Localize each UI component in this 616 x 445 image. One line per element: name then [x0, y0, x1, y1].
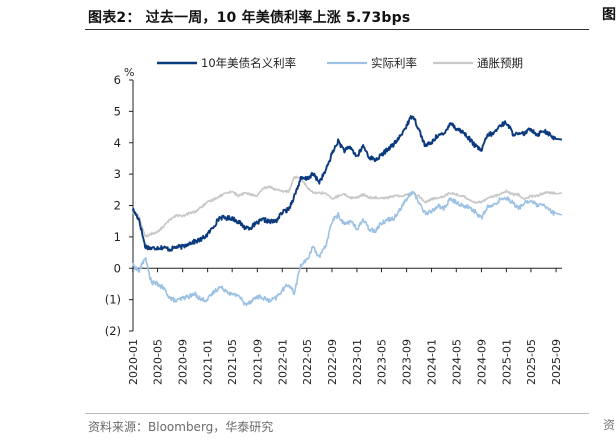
y-tick-label: 5	[114, 104, 121, 118]
series-line-breakeven-inflation	[132, 175, 563, 238]
source-note: 资料来源：Bloomberg，华泰研究	[88, 420, 274, 434]
x-tick-label: 2025-09	[550, 339, 563, 385]
x-tick-label: 2022-01	[276, 339, 289, 385]
x-tick-label: 2025-05	[525, 339, 538, 385]
legend-label-nominal-yield: 10年美债名义利率	[201, 56, 296, 70]
x-tick-label: 2021-01	[202, 339, 215, 385]
series-line-real-yield	[132, 190, 563, 307]
footer-divider	[85, 413, 589, 414]
figure-title: 图表2： 过去一周，10 年美债利率上涨 5.73bps	[88, 10, 411, 26]
legend-label-real-yield: 实际利率	[371, 56, 417, 70]
chart-axes: 6 5 4 3 2 1 0 (1) (2)% 2020-01 2020-05 2020-09 2021-…	[105, 66, 563, 385]
x-tick-label: 2024-09	[475, 339, 488, 385]
legend-label-breakeven-inflation: 通胀预期	[477, 56, 523, 70]
x-tick-label: 2022-05	[301, 339, 314, 385]
y-tick-label: (1)	[105, 293, 121, 307]
x-tick-label: 2023-01	[351, 339, 364, 385]
x-tick-label: 2024-05	[450, 339, 463, 385]
chart-legend: 10年美债名义利率 实际利率 通胀预期	[157, 56, 523, 70]
x-tick-label: 2020-01	[127, 339, 140, 385]
adjacent-figure-title-fragment: 图	[602, 7, 616, 23]
title-divider	[85, 29, 589, 30]
x-tick-label: 2021-05	[226, 339, 239, 385]
y-tick-label: 4	[114, 136, 121, 150]
x-tick-label: 2020-05	[152, 339, 165, 385]
y-tick-label: 0	[114, 261, 121, 275]
y-tick-label: 2	[114, 199, 121, 213]
x-tick-label: 2025-01	[500, 339, 513, 385]
y-tick-label: (2)	[105, 324, 121, 338]
x-tick-label: 2022-09	[326, 339, 339, 385]
line-chart: 10年美债名义利率 实际利率 通胀预期 6 5 4 3 2 1 0 (1) (2)% 2020-01 2…	[105, 56, 563, 385]
y-tick-label: 3	[114, 167, 121, 181]
y-tick-label: 6	[114, 73, 121, 87]
y-tick-label: 1	[114, 230, 121, 244]
x-tick-label: 2024-01	[426, 339, 439, 385]
chart-series	[131, 115, 563, 307]
y-unit-label: %	[124, 66, 134, 79]
x-tick-label: 2021-09	[251, 339, 264, 385]
adjacent-source-fragment: 资	[603, 418, 616, 432]
x-tick-label: 2020-09	[177, 339, 190, 385]
series-line-nominal-yield	[131, 115, 563, 252]
x-tick-label: 2023-05	[375, 339, 388, 385]
x-tick-label: 2023-09	[401, 339, 414, 385]
